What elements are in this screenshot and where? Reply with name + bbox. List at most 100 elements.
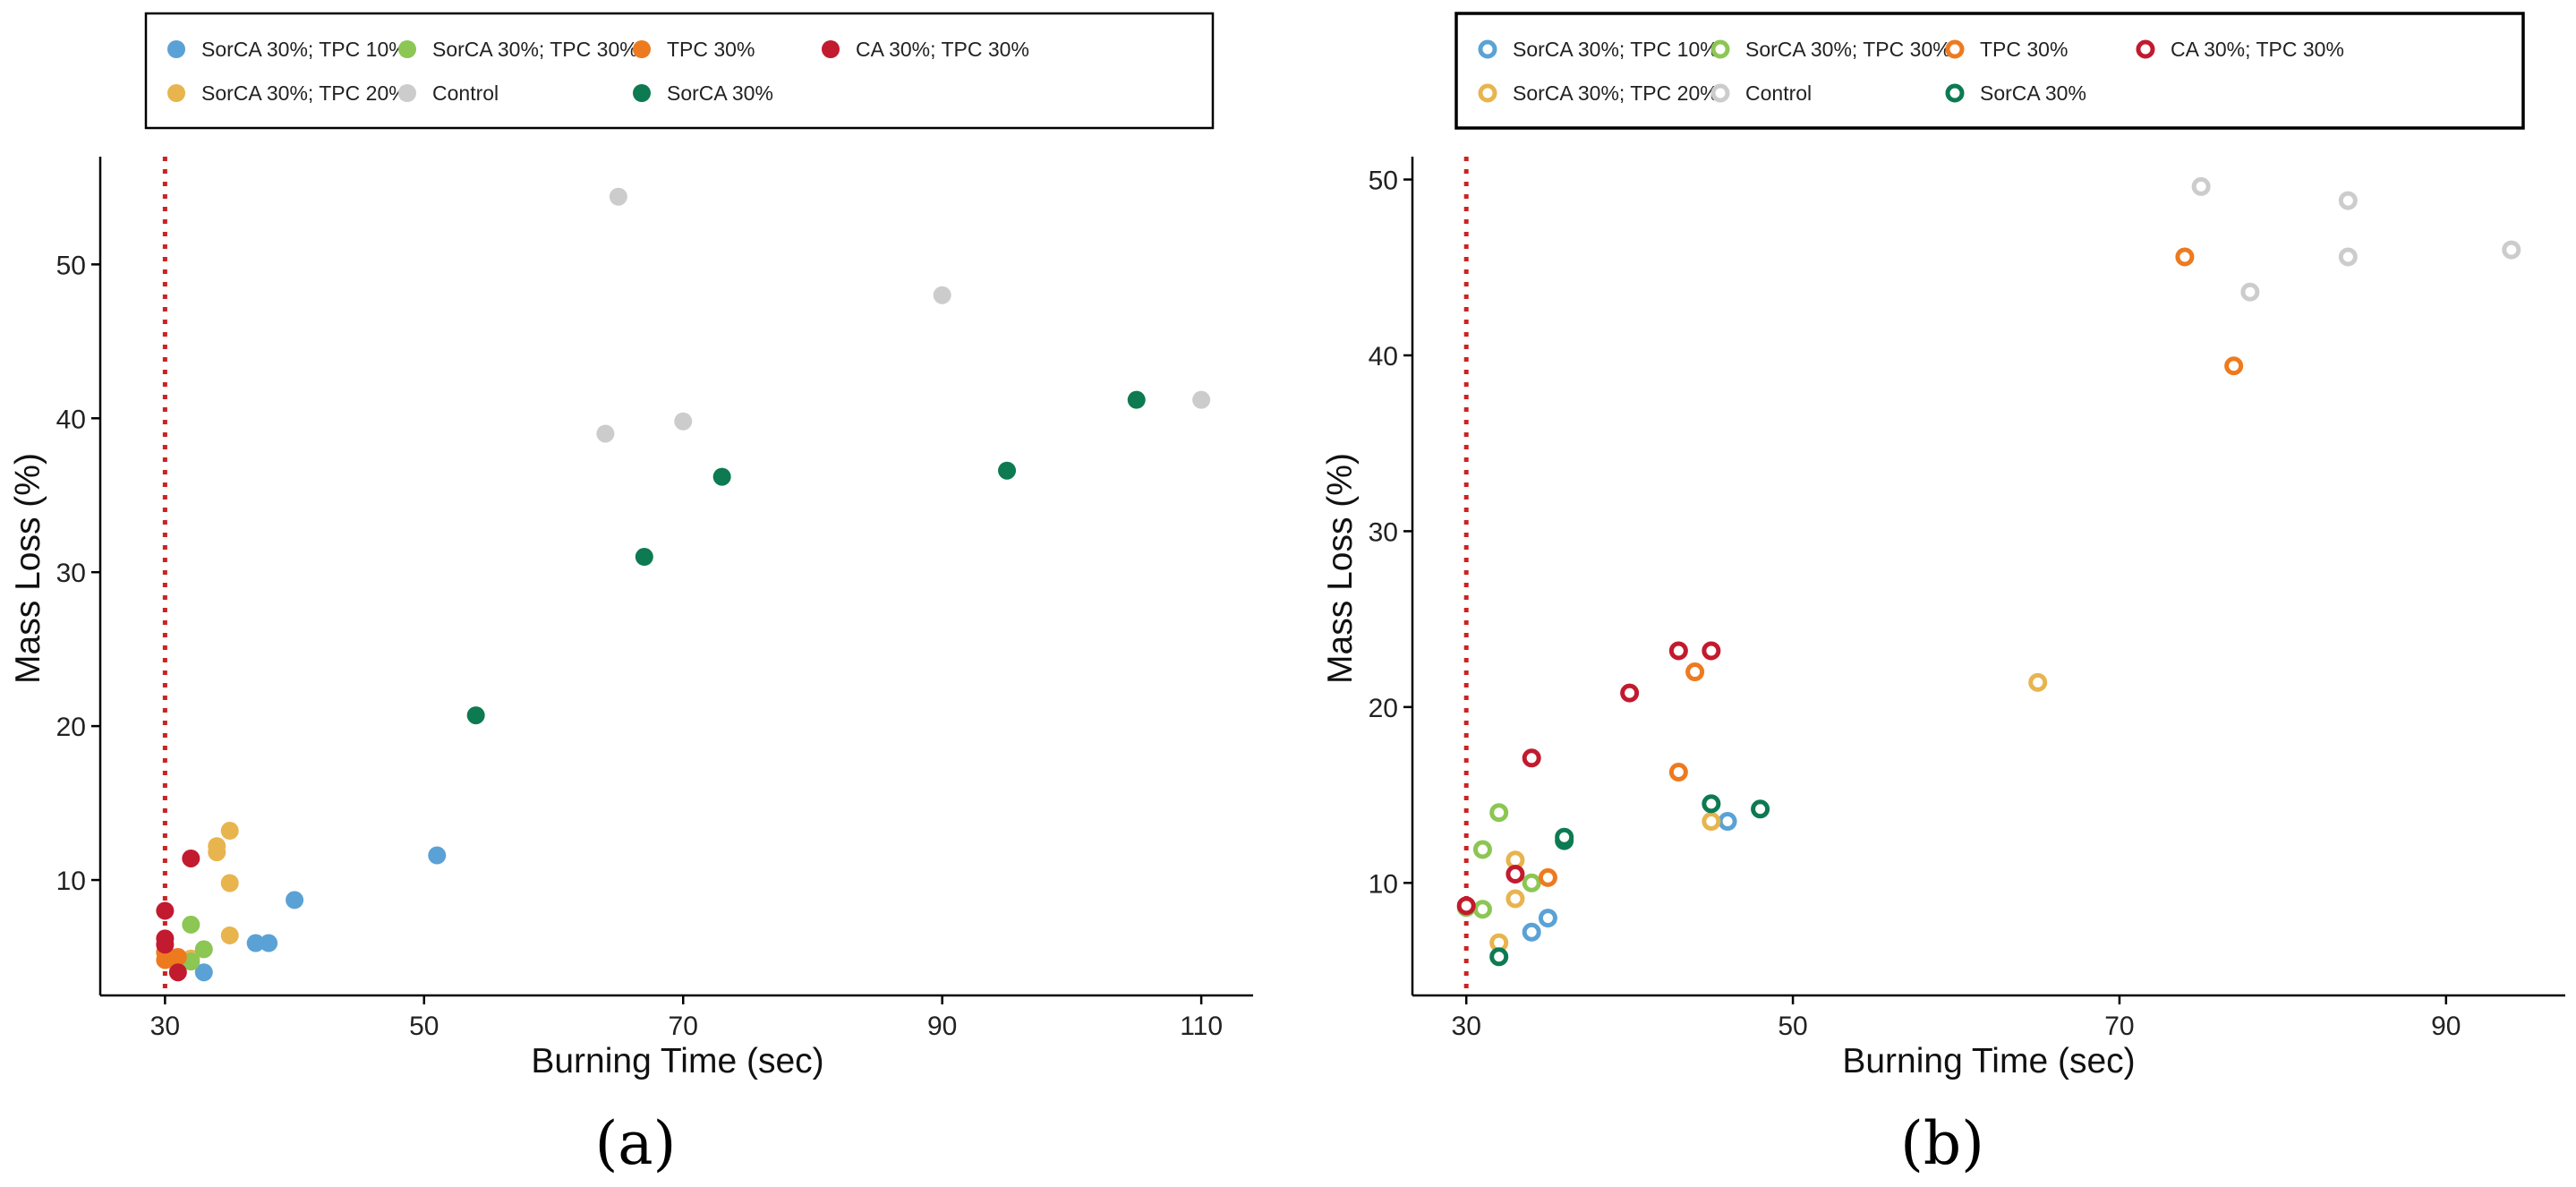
panel-a-point-sorca-30pct-tpc-10pct [194,963,213,982]
panel-b-legend-label-ca-30pct-tpc-30pct: CA 30%; TPC 30% [2171,38,2344,61]
panel-b-legend-box [1454,12,2525,130]
panel-a-point-sorca-30pct-tpc-20pct [220,926,239,944]
panel-b-point-tpc-30pct [1538,867,1557,887]
panel-b-legend-label-control: Control [1745,81,1812,105]
panel-a-legend-marker-sorca-30pct-tpc-10pct [167,40,185,58]
panel-a-y-tick-label: 40 [56,405,86,434]
panel-a-y-tick-label: 20 [56,713,86,742]
panel-b-y-tick-label: 40 [1369,342,1398,371]
panel-a-point-sorca-30pct-tpc-20pct [220,874,239,892]
panel-b-point-ca-30pct-tpc-30pct [1668,641,1688,661]
panel-b-point-control [2338,191,2358,210]
panel-b-point-ca-30pct-tpc-30pct [1620,683,1640,703]
panel-a-point-sorca-30pct [635,548,653,567]
panel-a-x-tick-label: 30 [150,1012,180,1041]
panel-b-point-sorca-30pct-tpc-10pct [1718,812,1737,832]
panel-b: SorCA 30%; TPC 10% SorCA 30%; TPC 30% TPC … [1321,12,2565,1178]
panel-b-point-sorca-30pct-tpc-30pct [1472,900,1492,919]
panel-a-x-tick-label: 90 [927,1012,957,1041]
panel-b-point-tpc-30pct [2224,356,2244,376]
panel-b-legend-label-sorca-30pct-tpc-10pct: SorCA 30%; TPC 10% [1513,38,1719,61]
panel-a-point-tpc-30pct [168,948,187,967]
panel-b-point-sorca-30pct [1489,947,1509,967]
panel-a-point-sorca-30pct [712,467,731,486]
panel-a-legend-label-sorca-30pct-tpc-20pct: SorCA 30%; TPC 20% [201,81,407,105]
panel-b-point-sorca-30pct [1702,794,1721,814]
panel-b-x-tick-label: 30 [1452,1012,1481,1041]
panel-b-x-tick-label: 90 [2431,1012,2461,1041]
panel-b-point-sorca-30pct [1751,799,1770,819]
panel-b-point-ca-30pct-tpc-30pct [1702,641,1721,661]
panel-a-legend: SorCA 30%; TPC 10% SorCA 30%; TPC 30% TPC … [167,38,1029,105]
panel-b-legend-label-tpc-30pct: TPC 30% [1980,38,2068,61]
panel-b-legend-label-sorca-30pct-tpc-30pct: SorCA 30%; TPC 30% [1745,38,1951,61]
panel-b-plot: 30 50 70 90 10 20 30 40 50 [1369,157,2565,1041]
panel-b-point-sorca-30pct-tpc-20pct [2028,672,2048,692]
panel-b-point-ca-30pct-tpc-30pct [1522,748,1541,768]
panel-a-legend-marker-sorca-30pct-tpc-30pct [398,40,416,58]
panel-b-legend-marker-sorca-30pct-tpc-20pct [1478,83,1497,103]
panel-b-legend-label-sorca-30pct: SorCA 30% [1980,81,2086,105]
panel-b-y-tick-label: 20 [1369,694,1398,723]
panel-a-legend-label-sorca-30pct-tpc-10pct: SorCA 30%; TPC 10% [201,38,407,61]
panel-b-x-axis-title: Burning Time (sec) [1842,1042,2135,1080]
panel-b-legend-marker-ca-30pct-tpc-30pct [2136,39,2155,59]
panel-a-point-sorca-30pct-tpc-10pct [246,934,265,952]
panel-a-y-axis-title: Mass Loss (%) [9,453,47,684]
panel-b-legend-marker-tpc-30pct [1945,39,1965,59]
panel-b-point-control [2502,240,2521,260]
panel-a-point-ca-30pct-tpc-30pct [182,849,200,867]
panel-b-point-sorca-30pct-tpc-20pct [1506,889,1525,909]
panel-a-point-sorca-30pct-tpc-30pct [182,915,200,934]
panel-b-point-control [2240,282,2260,302]
panel-a-point-sorca-30pct [466,706,485,725]
panel-a-point-sorca-30pct-tpc-10pct [286,891,304,909]
panel-a-legend-marker-control [398,84,416,102]
panel-a-x-tick-label: 70 [669,1012,698,1041]
panel-b-y-tick-label: 10 [1369,869,1398,899]
panel-a-point-sorca-30pct [1127,390,1146,409]
panel-a-point-sorca-30pct-tpc-10pct [428,846,447,865]
panel-a-point-ca-30pct-tpc-30pct [156,935,175,954]
panel-a-legend-marker-sorca-30pct-tpc-20pct [167,84,185,102]
panel-a-point-sorca-30pct-tpc-30pct [194,940,213,959]
panel-a-legend-marker-ca-30pct-tpc-30pct [822,40,840,58]
panel-b-point-ca-30pct-tpc-30pct [1456,896,1476,916]
panel-a-y-tick-label: 10 [56,867,86,896]
panel-a-point-sorca-30pct-tpc-20pct [208,837,226,856]
panel-a-point-sorca-30pct-tpc-10pct [260,934,278,952]
panel-b-point-sorca-30pct-tpc-10pct [1538,909,1557,928]
panel-b-legend: SorCA 30%; TPC 10% SorCA 30%; TPC 30% TPC … [1478,38,2344,105]
panel-a-legend-label-tpc-30pct: TPC 30% [667,38,755,61]
panel-a-point-control [1192,390,1211,409]
panel-b-point-sorca-30pct-tpc-30pct [1472,840,1492,859]
panel-a-legend-marker-tpc-30pct [633,40,651,58]
panel-a-legend-label-ca-30pct-tpc-30pct: CA 30%; TPC 30% [856,38,1029,61]
panel-b-y-axis-title: Mass Loss (%) [1321,453,1360,684]
panel-b-x-tick-label: 50 [1778,1012,1807,1041]
panel-b-point-ca-30pct-tpc-30pct [1506,864,1525,884]
panel-a-point-ca-30pct-tpc-30pct [156,901,175,920]
panel-a-x-tick-label: 50 [409,1012,439,1041]
panel-a-y-tick-label: 30 [56,559,86,588]
panel-a-point-control [933,286,951,304]
panel-b-legend-marker-sorca-30pct-tpc-10pct [1478,39,1497,59]
panel-b-x-tick-label: 70 [2104,1012,2134,1041]
panel-a-legend-marker-sorca-30pct [633,84,651,102]
panel-a-point-ca-30pct-tpc-30pct [168,963,187,982]
panel-a-point-control [596,424,615,443]
panel-a: SorCA 30%; TPC 10% SorCA 30%; TPC 30% TPC … [9,12,1253,1178]
panel-b-point-control [2338,247,2358,267]
panel-a-x-tick-label: 110 [1180,1012,1223,1041]
panel-b-y-tick-label: 30 [1369,517,1398,547]
panel-a-point-sorca-30pct-tpc-20pct [220,822,239,841]
panel-b-legend-marker-control [1710,83,1730,103]
panel-b-label: (b) [1900,1109,1984,1178]
panel-a-legend-box [144,12,1215,130]
panel-a-plot: 30 50 70 90 110 10 20 30 40 50 [56,157,1253,1041]
panel-b-point-tpc-30pct [1685,662,1705,682]
panel-a-legend-label-control: Control [432,81,499,105]
panel-b-y-tick-label: 50 [1369,167,1398,196]
panel-a-point-control [674,412,693,431]
